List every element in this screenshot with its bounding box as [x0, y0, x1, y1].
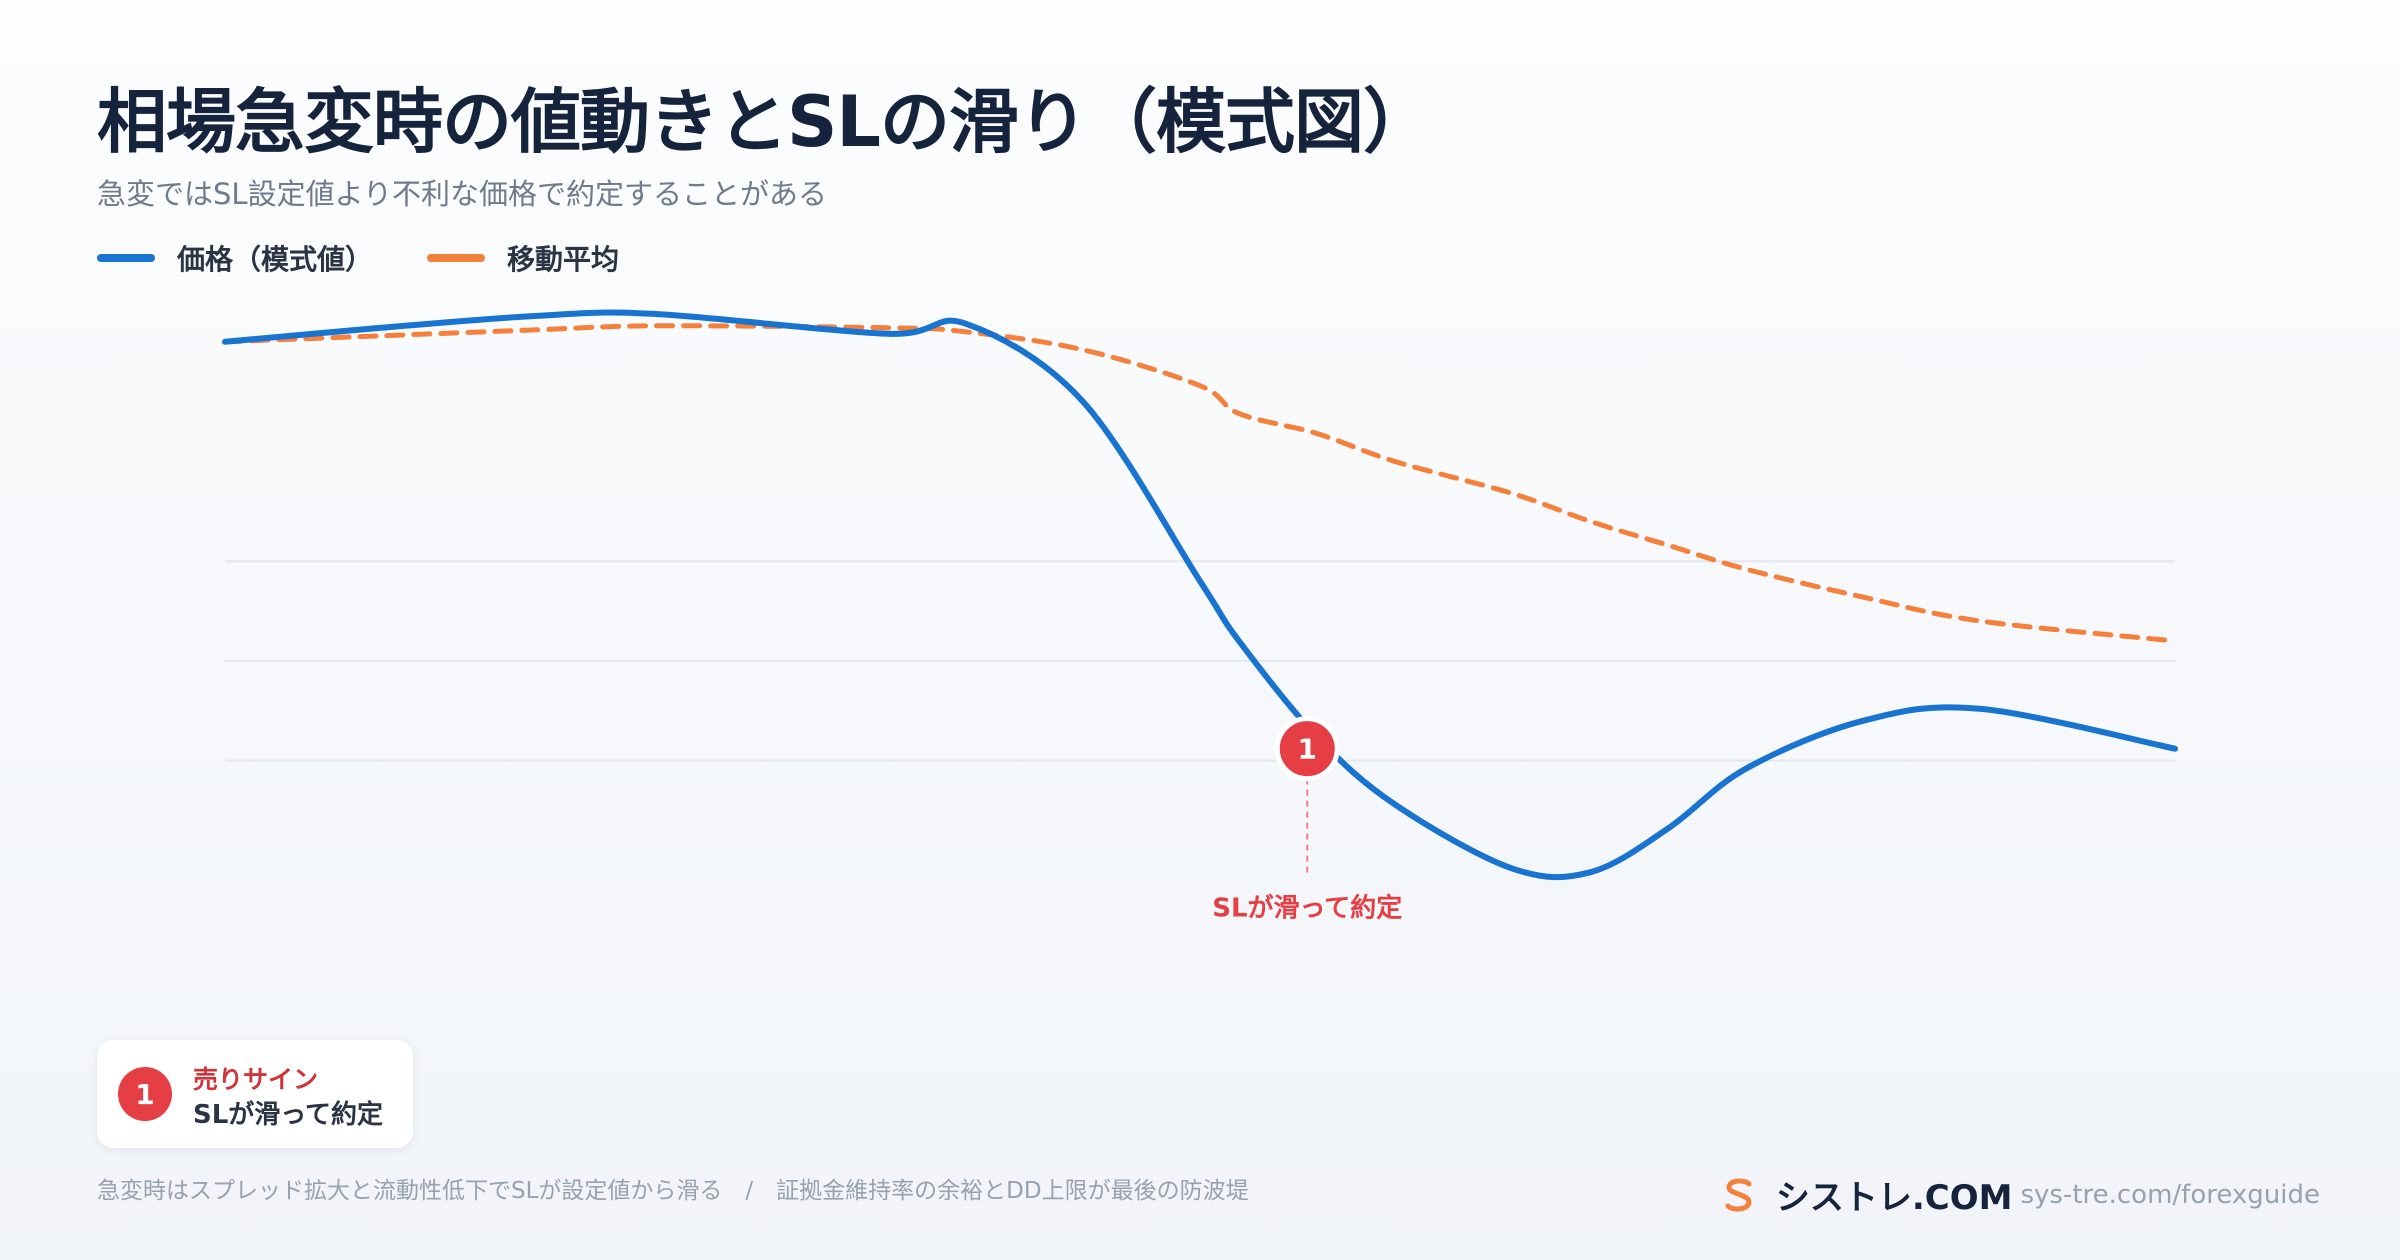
brand: シストレ.COM sys-tre.com/forexguide: [1722, 1170, 2320, 1219]
annotation-label: SLが滑って約定: [1212, 893, 1402, 924]
brand-name: シストレ.COM: [1775, 1178, 2013, 1218]
legend-item-ma: 移動平均: [427, 238, 619, 278]
annotations: 1 SLが滑って約定: [1212, 716, 1402, 924]
signal-note-card: 1 売りサイン SLが滑って約定: [97, 1040, 413, 1148]
legend-label-ma: 移動平均: [507, 243, 620, 276]
legend-label-price: 価格（模式値）: [177, 243, 374, 276]
grid-lines: [225, 560, 2175, 762]
legend-swatch-ma: [427, 254, 486, 262]
brand-url[interactable]: sys-tre.com/forexguide: [2020, 1179, 2320, 1210]
chart-legend: 価格（模式値） 移動平均: [97, 238, 673, 278]
page-subtitle: 急変ではSL設定値より不利な価格で約定することがある: [97, 177, 827, 211]
series-lines: [222, 309, 2178, 881]
legend-item-price: 価格（模式値）: [97, 238, 373, 278]
note-title: 売りサイン: [193, 1065, 319, 1094]
footer-note: 急変時はスプレッド拡大と流動性低下でSLが設定値から滑る / 証拠金維持率の余裕…: [97, 1178, 1249, 1204]
brand-logo-icon: [1725, 1178, 1752, 1212]
note-badge: 1: [118, 1067, 172, 1121]
legend-swatch-price: [97, 254, 155, 262]
annotation-marker-number: 1: [1298, 733, 1317, 766]
series-line-moving-average: [222, 323, 2178, 644]
annotation-marker: [1274, 716, 1340, 782]
series-line-price: [222, 309, 2178, 881]
page-title: 相場急変時の値動きとSLの滑り（模式図）: [97, 81, 1433, 163]
note-description: SLが滑って約定: [193, 1100, 383, 1130]
